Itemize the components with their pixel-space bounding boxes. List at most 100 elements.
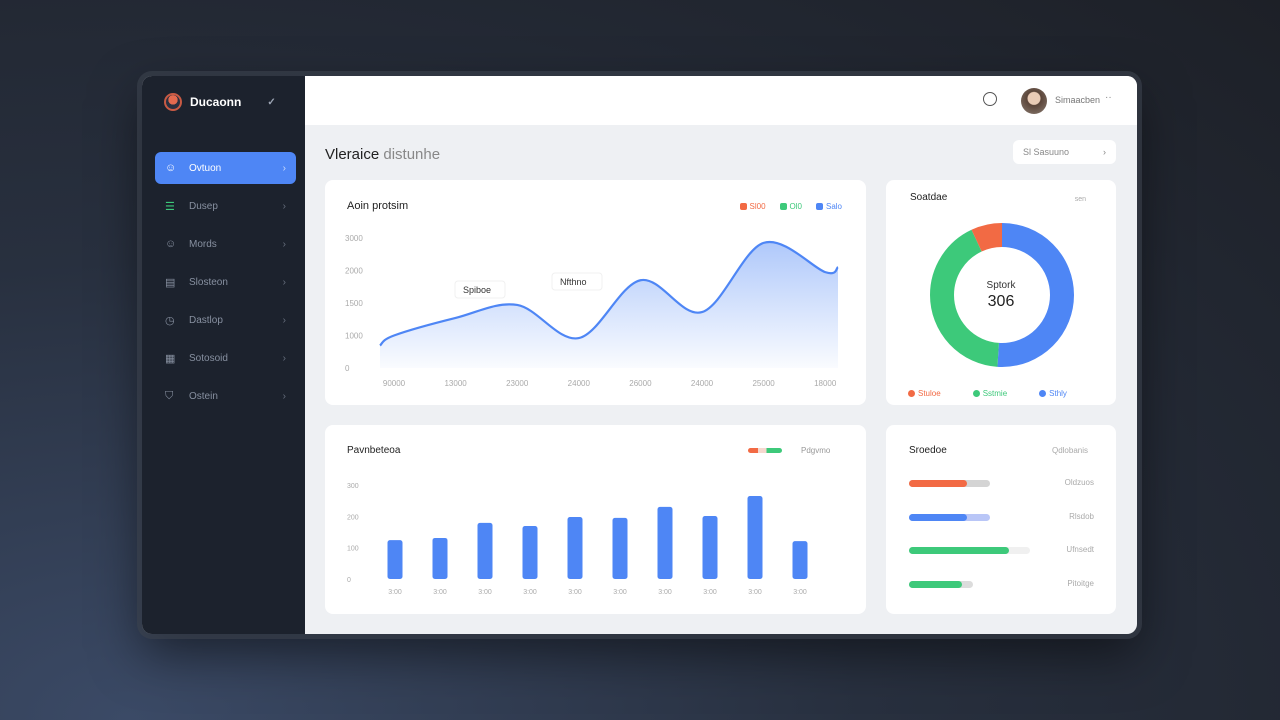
sidebar-item-4[interactable]: ◷ Dastlop ›	[155, 304, 296, 336]
chevron-right-icon: ›	[282, 352, 286, 364]
progress-label: Oldzuos	[1064, 478, 1094, 487]
x-tick-label: 3:00	[793, 589, 807, 596]
chevron-right-icon: ›	[282, 238, 286, 250]
legend-item: Ol0	[779, 202, 802, 211]
legend-label: Sstmie	[982, 389, 1008, 398]
y-tick-label: 100	[347, 546, 359, 553]
app-window: Ducaonn ✓ ☺ Ovtuon › ☰ Dusep › ☺ Mords › ▤ Slosteo…	[142, 76, 1137, 634]
legend-label: Salo	[825, 202, 842, 211]
bar	[792, 541, 808, 579]
x-tick-label: 3:00	[478, 589, 492, 596]
sidebar-nav: ☺ Ovtuon › ☰ Dusep › ☺ Mords › ▤ Slosteon › ◷ Dastlop…	[155, 152, 296, 418]
more-icon[interactable]: ··	[1105, 92, 1112, 103]
legend-swatch	[1039, 390, 1047, 398]
sidebar-item-label: Sotosoid	[189, 352, 228, 364]
line-chart-legend: Sl00 Ol0 Salo	[739, 202, 842, 211]
sidebar-item-2[interactable]: ☺ Mords ›	[155, 228, 296, 260]
donut-center-label: Sptork	[986, 280, 1016, 291]
sidebar-item-3[interactable]: ▤ Slosteon ›	[155, 266, 296, 298]
bar-legend-label: Pdgvmo	[801, 446, 831, 455]
legend-label: Sl00	[749, 202, 766, 211]
chevron-right-icon: ›	[282, 200, 286, 212]
donut-badge[interactable]: sen	[1074, 196, 1086, 203]
shield-icon: ⛉	[165, 389, 174, 402]
store-icon: ☰	[165, 200, 175, 213]
chevron-down-icon[interactable]: ✓	[267, 96, 276, 108]
line-chart-card: Aoin protsim Sl00 Ol0 Salo 3000 2000 1500 100…	[325, 180, 866, 405]
brand[interactable]: Ducaonn ✓	[164, 93, 276, 111]
sidebar-item-0[interactable]: ☺ Ovtuon ›	[155, 152, 296, 184]
progress-track	[909, 480, 990, 487]
bar	[567, 516, 583, 579]
progress-label: Rlsdob	[1069, 511, 1094, 521]
annotation-label: Nfthno	[560, 277, 587, 287]
avatar[interactable]	[1021, 88, 1047, 114]
y-tick-label: 200	[347, 514, 359, 521]
progress-track	[909, 547, 1030, 554]
bar	[477, 522, 493, 579]
sidebar-item-label: Mords	[189, 238, 217, 250]
sidebar-item-label: Slosteon	[189, 276, 228, 288]
progress-fill	[909, 580, 963, 588]
smile-icon: ☺	[165, 238, 177, 250]
sidebar-item-6[interactable]: ⛉ Ostein ›	[155, 380, 296, 412]
legend-swatch	[779, 203, 787, 211]
series-line	[379, 240, 839, 347]
bar-legend-swatch	[748, 448, 782, 453]
page-title: Vleraice distunhe	[325, 146, 440, 163]
y-tick-label: 2000	[345, 267, 363, 276]
x-tick-label: 23000	[506, 379, 529, 388]
clock-icon: ◷	[165, 314, 175, 327]
sidebar-item-label: Dastlop	[189, 314, 223, 326]
y-tick-label: 0	[347, 577, 351, 584]
annotation-label: Spiboe	[463, 285, 491, 295]
x-tick-label: 3:00	[568, 589, 582, 596]
progress-label: Pitoitge	[1067, 578, 1094, 588]
sidebar-item-5[interactable]: ▦ Sotosoid ›	[155, 342, 296, 374]
progress-fill	[909, 547, 1010, 554]
legend-item: Stuloe	[908, 389, 941, 398]
y-tick-label: 0	[345, 364, 350, 373]
x-tick-label: 3:00	[703, 589, 717, 596]
legend-label: Stuloe	[918, 389, 941, 398]
top-header: o Simaacben ··	[305, 76, 1137, 125]
bar	[522, 526, 538, 579]
x-tick-label: 26000	[629, 379, 652, 388]
page-title-main: Vleraice	[325, 146, 380, 163]
progress-header-right: Qdlobanis	[1051, 446, 1088, 455]
chat-icon: ☺	[165, 162, 177, 174]
progress-track	[909, 580, 973, 588]
x-tick-label: 24000	[568, 379, 591, 388]
annotation-box	[551, 272, 603, 291]
legend-item: Salo	[815, 202, 842, 211]
donut-title: Soatdae	[910, 192, 948, 203]
area-fill	[380, 241, 838, 368]
progress-fill	[909, 513, 968, 521]
donut-center-value: 306	[987, 293, 1015, 310]
search-icon[interactable]: o	[983, 92, 997, 106]
filter-label: Sl Sasuuno	[1023, 147, 1070, 157]
x-tick-label: 3:00	[748, 589, 762, 596]
x-tick-label: 90000	[383, 379, 406, 388]
legend-label: Ol0	[789, 202, 802, 211]
y-tick-label: 3000	[345, 234, 363, 243]
progress-track	[909, 513, 990, 521]
chevron-right-icon: ›	[282, 162, 286, 174]
legend-swatch	[815, 203, 823, 211]
line-chart-title: Aoin protsim	[347, 200, 409, 212]
y-tick-label: 300	[347, 483, 359, 490]
filter-button[interactable]: Sl Sasuuno ›	[1013, 140, 1116, 164]
x-tick-label: 3:00	[433, 589, 447, 596]
chevron-right-icon: ›	[282, 314, 286, 326]
logo-icon	[164, 93, 182, 111]
grid-icon: ▦	[165, 352, 176, 365]
donut-slice	[930, 223, 1074, 367]
x-tick-label: 13000	[444, 379, 467, 388]
progress-fill	[909, 480, 968, 487]
y-tick-label: 1000	[345, 332, 363, 341]
progress-card: Sroedoe Qdlobanis Oldzuos Rlsdob Ufnsedt Pi…	[886, 425, 1116, 614]
sidebar-item-1[interactable]: ☰ Dusep ›	[155, 190, 296, 222]
bar-chart-card: Pavnbeteoa Pdgvmo 300 200 100 0 3:00 3:00 3:00…	[325, 425, 866, 614]
bar-chart-title: Pavnbeteoa	[347, 445, 401, 456]
user-name[interactable]: Simaacben	[1055, 95, 1101, 105]
